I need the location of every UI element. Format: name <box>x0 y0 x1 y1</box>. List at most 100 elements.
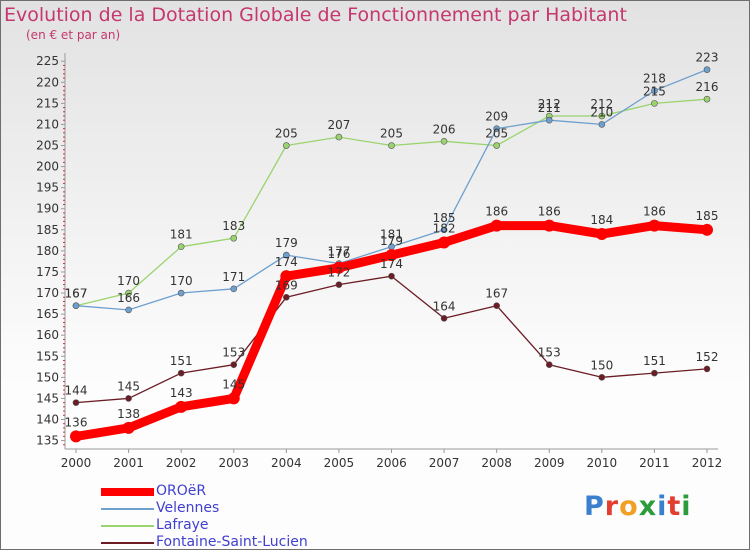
y-tick-label: 185 <box>36 223 59 237</box>
y-tick-label: 195 <box>36 181 59 195</box>
data-label: 211 <box>538 101 561 115</box>
series-point <box>545 361 553 368</box>
series-line <box>75 275 708 404</box>
series-point <box>651 369 658 377</box>
series-point <box>703 95 711 103</box>
data-label: 166 <box>117 291 140 305</box>
series-point <box>125 306 132 314</box>
chart-title: Evolution de la Dotation Globale de Fonc… <box>4 4 627 26</box>
series-point <box>283 142 290 149</box>
series-point <box>332 261 345 274</box>
series-point <box>122 421 135 434</box>
data-label: 205 <box>275 127 298 141</box>
data-label: 164 <box>433 299 456 313</box>
data-label: 181 <box>170 228 193 242</box>
x-tick-label: 2005 <box>324 456 355 470</box>
logo-letter: r <box>604 491 620 522</box>
series-point <box>283 251 290 259</box>
data-label: 144 <box>65 384 88 398</box>
series-point <box>648 219 661 232</box>
series-point <box>493 142 500 149</box>
series-point <box>230 285 238 293</box>
legend-label: Velennes <box>156 500 220 516</box>
series-point <box>70 430 82 443</box>
chart-subtitle: (en € et par an) <box>26 28 121 42</box>
logo-letter: i <box>681 491 692 522</box>
data-label: 185 <box>696 209 719 223</box>
y-tick-label: 190 <box>36 202 59 216</box>
data-label: 185 <box>433 211 456 225</box>
x-tick-label: 2009 <box>534 456 565 470</box>
series-point <box>598 112 606 120</box>
y-tick-label: 165 <box>36 307 59 321</box>
x-tick-label: 2008 <box>481 456 512 470</box>
series-point <box>283 293 290 301</box>
data-label: 216 <box>696 80 719 94</box>
data-label: 167 <box>65 287 88 301</box>
y-tick-label: 210 <box>36 117 59 131</box>
series-point <box>335 281 343 288</box>
y-tick-label: 175 <box>36 265 59 279</box>
data-label: 152 <box>696 350 719 364</box>
series-point <box>703 365 711 373</box>
series-point <box>703 66 711 73</box>
series-point <box>72 302 80 309</box>
data-label: 186 <box>485 205 508 219</box>
data-label: 186 <box>643 205 666 219</box>
y-tick-label: 215 <box>36 96 59 110</box>
y-tick-label: 170 <box>36 286 59 300</box>
data-label: 210 <box>590 105 613 119</box>
data-label: 169 <box>275 278 298 292</box>
series-point <box>440 138 448 145</box>
data-label: 171 <box>222 270 245 284</box>
data-label: 136 <box>65 415 88 429</box>
data-label: 151 <box>170 354 193 368</box>
series-point <box>701 223 713 236</box>
data-label: 150 <box>590 358 613 372</box>
x-tick-label: 2002 <box>166 456 197 470</box>
data-label: 138 <box>117 407 140 421</box>
chart-axes: 135 140 145 150 155 160 165 170 175 180 185 190 195 2… <box>36 53 722 470</box>
series-point <box>493 302 500 309</box>
data-label: 176 <box>327 247 350 261</box>
data-label: 212 <box>538 97 561 111</box>
legend-label: Lafraye <box>156 517 209 533</box>
data-label: 179 <box>380 234 403 248</box>
data-label: 172 <box>327 266 350 280</box>
x-tick-label: 2001 <box>113 456 144 470</box>
legend-swatch <box>101 488 154 496</box>
data-label: 209 <box>485 110 508 124</box>
data-label: 184 <box>590 213 613 227</box>
data-label: 167 <box>485 287 508 301</box>
y-tick-label: 180 <box>36 244 59 258</box>
series-point <box>388 142 395 149</box>
y-tick-label: 135 <box>36 434 59 448</box>
data-label: 218 <box>643 72 666 86</box>
x-tick-label: 2003 <box>218 456 249 470</box>
chart-lines <box>70 66 713 443</box>
y-tick-label: 140 <box>36 412 59 426</box>
data-label: 183 <box>222 219 245 233</box>
series-point <box>440 226 448 234</box>
series-point <box>230 361 238 368</box>
series-point <box>595 228 608 241</box>
y-tick-label: 205 <box>36 139 59 153</box>
logo-letter: o <box>619 491 639 522</box>
series-point <box>490 219 503 232</box>
data-label: 207 <box>327 118 350 132</box>
data-label: 186 <box>538 205 561 219</box>
series-point <box>125 289 132 297</box>
data-label: 179 <box>275 236 298 250</box>
series-point <box>175 400 188 413</box>
chart-data-labels: 136 138 143 145 174 176 179 182 186 186 184 186 185 1… <box>65 51 719 430</box>
data-label: 181 <box>380 228 403 242</box>
x-tick-label: 2000 <box>61 456 92 470</box>
y-tick-label: 145 <box>36 391 59 405</box>
x-tick-label: 2010 <box>587 456 618 470</box>
y-tick-label: 160 <box>36 328 59 342</box>
data-label: 215 <box>643 84 666 98</box>
series-point <box>177 243 185 250</box>
series-point <box>651 100 658 107</box>
data-label: 206 <box>433 122 456 136</box>
